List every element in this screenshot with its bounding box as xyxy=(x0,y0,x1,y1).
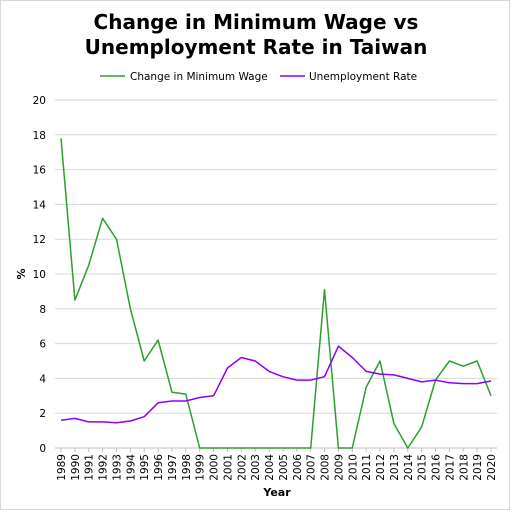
x-tick-label: 2007 xyxy=(306,454,318,481)
y-tick-label: 12 xyxy=(33,234,46,246)
y-tick-label: 16 xyxy=(33,165,47,177)
x-tick-label: 2003 xyxy=(250,454,262,481)
x-tick-label: 2018 xyxy=(458,454,470,481)
x-tick-label: 1991 xyxy=(84,454,96,481)
y-tick-label: 10 xyxy=(33,269,46,281)
x-tick-label: 1992 xyxy=(98,454,110,481)
x-tick-label: 2014 xyxy=(403,454,415,481)
chart-title-line-1: Change in Minimum Wage vs xyxy=(94,10,419,34)
x-tick-label: 2015 xyxy=(417,454,429,481)
y-tick-label: 14 xyxy=(33,199,47,211)
y-tick-label: 20 xyxy=(33,95,46,107)
y-axis-title: % xyxy=(15,268,28,279)
series-line-unemployment-rate xyxy=(60,345,492,424)
y-axis-ticks: 0 2 4 6 8 10 12 14 16 18 20 xyxy=(33,95,47,455)
gridlines xyxy=(55,99,497,449)
x-tick-label: 2005 xyxy=(278,454,290,481)
series-lines xyxy=(60,138,492,449)
x-tick-label: 1997 xyxy=(167,454,179,481)
y-tick-label: 8 xyxy=(39,304,46,316)
x-tick-label: 1999 xyxy=(195,454,207,481)
x-tick-label: 2001 xyxy=(222,454,234,481)
x-tick-label: 1993 xyxy=(111,454,123,481)
x-tick-label: 2012 xyxy=(375,454,387,481)
x-tick-label: 1989 xyxy=(56,454,68,481)
x-tick-label: 2020 xyxy=(486,454,498,481)
series-line-minimum-wage xyxy=(60,138,492,449)
x-tick-label: 2011 xyxy=(361,454,373,481)
x-tick-label: 1996 xyxy=(153,454,165,481)
x-tick-label: 2002 xyxy=(236,454,248,481)
y-tick-label: 6 xyxy=(39,339,46,351)
x-tick-label: 2010 xyxy=(347,454,359,481)
legend: Change in Minimum Wage Unemployment Rate xyxy=(100,71,417,83)
x-tick-label: 2013 xyxy=(389,454,401,481)
y-tick-label: 2 xyxy=(39,408,46,420)
x-tick-label: 2009 xyxy=(333,454,345,481)
x-tick-label: 2006 xyxy=(292,454,304,481)
legend-label-unemployment: Unemployment Rate xyxy=(309,71,417,83)
x-tick-label: 1990 xyxy=(70,454,82,481)
y-tick-label: 4 xyxy=(39,373,46,385)
x-axis-title: Year xyxy=(262,486,291,499)
x-tick-label: 2000 xyxy=(209,454,221,481)
x-tick-label: 2016 xyxy=(431,454,443,481)
legend-label-minimum-wage: Change in Minimum Wage xyxy=(130,71,268,83)
x-tick-label: 1995 xyxy=(139,454,151,481)
y-tick-label: 0 xyxy=(39,443,46,455)
x-axis-ticks: 1989 1990 1991 1992 1993 1994 1995 1996 1997 1998… xyxy=(56,448,498,481)
x-tick-label: 2017 xyxy=(444,454,456,481)
x-tick-label: 2019 xyxy=(472,454,484,481)
x-tick-label: 1998 xyxy=(181,454,193,481)
x-tick-label: 1994 xyxy=(125,454,137,481)
x-tick-label: 2008 xyxy=(320,454,332,481)
chart-title-line-2: Unemployment Rate in Taiwan xyxy=(85,35,428,59)
x-tick-label: 2004 xyxy=(264,454,276,481)
y-tick-label: 18 xyxy=(33,130,46,142)
